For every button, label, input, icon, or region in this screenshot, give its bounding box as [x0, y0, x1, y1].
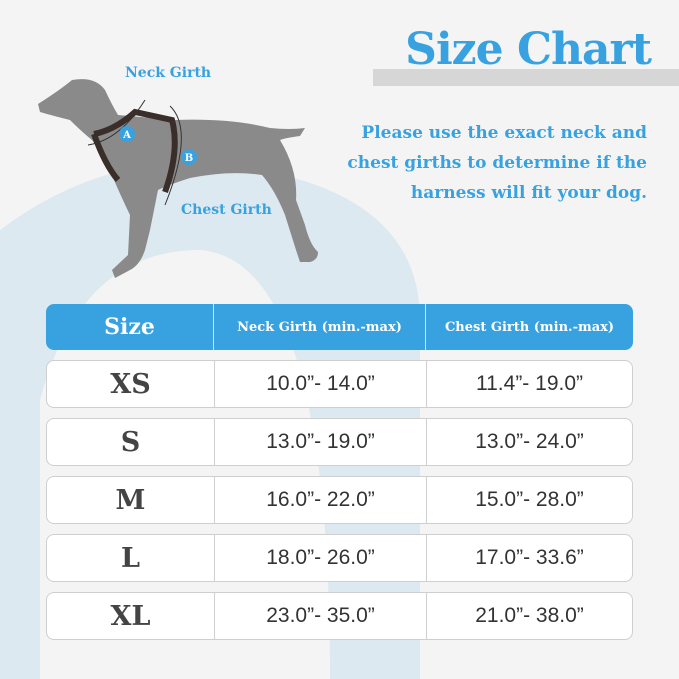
chest-cell: 13.0”- 24.0” [426, 419, 632, 465]
size-cell: XL [110, 600, 151, 632]
chest-cell: 17.0”- 33.6” [426, 535, 632, 581]
header-chest-girth: Chest Girth (min.-max) [425, 304, 633, 350]
page-title: Size Chart [405, 24, 652, 75]
neck-cell: 16.0”- 22.0” [214, 477, 426, 523]
neck-cell: 18.0”- 26.0” [214, 535, 426, 581]
header-size: Size [104, 314, 155, 340]
table-row: XL 23.0”- 35.0” 21.0”- 38.0” [46, 592, 633, 640]
dog-diagram: A B [38, 79, 318, 278]
marker-b-badge [181, 149, 197, 165]
neck-girth-label: Neck Girth [125, 65, 212, 81]
chest-cell: 11.4”- 19.0” [426, 361, 632, 407]
table-row: L 18.0”- 26.0” 17.0”- 33.6” [46, 534, 633, 582]
marker-a-badge [119, 126, 135, 142]
intro-text: Please use the exact neck and chest girt… [347, 123, 647, 203]
dog-silhouette [38, 79, 318, 278]
table-row: S 13.0”- 19.0” 13.0”- 24.0” [46, 418, 633, 466]
chest-girth-label: Chest Girth [181, 202, 272, 218]
chest-cell: 15.0”- 28.0” [426, 477, 632, 523]
harness [91, 108, 178, 194]
marker-a: A [122, 130, 131, 141]
marker-b: B [185, 153, 193, 164]
size-cell: M [115, 484, 146, 516]
title-underline [373, 69, 679, 86]
table-row: XS 10.0”- 14.0” 11.4”- 19.0” [46, 360, 633, 408]
size-cell: S [120, 426, 141, 458]
chest-cell: 21.0”- 38.0” [426, 593, 632, 639]
measure-arrows [87, 99, 182, 206]
neck-cell: 10.0”- 14.0” [214, 361, 426, 407]
neck-cell: 23.0”- 35.0” [214, 593, 426, 639]
table-header: Size Neck Girth (min.-max) Chest Girth (… [46, 304, 633, 350]
size-table: Size Neck Girth (min.-max) Chest Girth (… [46, 304, 633, 640]
size-cell: XS [110, 368, 151, 400]
header-neck-girth: Neck Girth (min.-max) [213, 304, 425, 350]
neck-cell: 13.0”- 19.0” [214, 419, 426, 465]
table-row: M 16.0”- 22.0” 15.0”- 28.0” [46, 476, 633, 524]
size-cell: L [121, 542, 140, 574]
